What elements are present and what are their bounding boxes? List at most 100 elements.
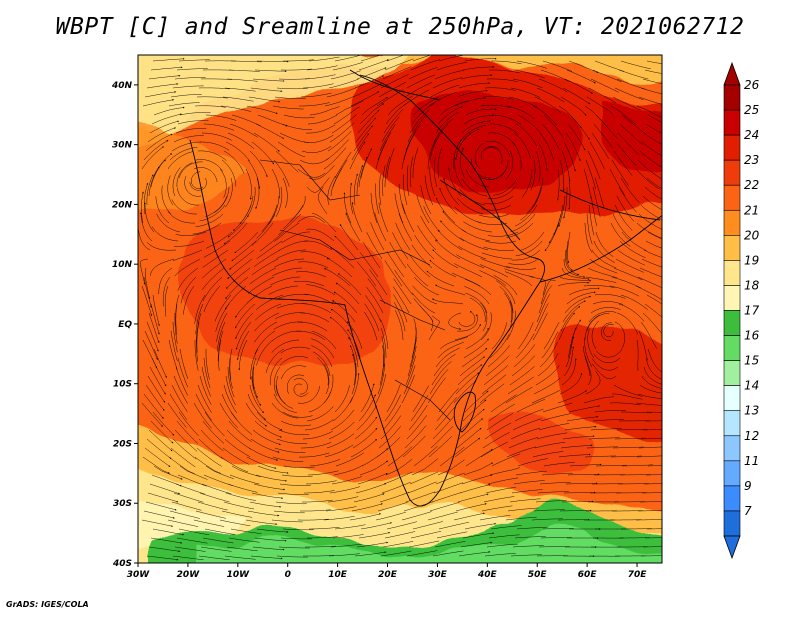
streamline: [334, 151, 352, 179]
streamline: [481, 252, 513, 260]
streamline: [358, 394, 376, 422]
streamline: [454, 206, 482, 224]
streamline: [173, 375, 188, 404]
streamline: [328, 553, 360, 557]
streamline: [306, 65, 338, 71]
streamline: [435, 239, 461, 260]
streamline: [635, 168, 660, 190]
streamline: [177, 357, 189, 388]
streamline: [515, 333, 535, 359]
streamline: [145, 501, 177, 511]
colorbar-swatch: [723, 209, 741, 236]
streamline: [229, 357, 233, 389]
streamline: [354, 416, 378, 440]
streamline: [491, 60, 522, 65]
streamline: [223, 222, 248, 245]
colorbar-label: 24: [744, 128, 759, 142]
streamline: [192, 222, 222, 235]
streamline: [252, 429, 281, 446]
streamline: [458, 551, 491, 557]
streamline: [249, 150, 268, 178]
streamline: [454, 263, 483, 278]
streamline: [543, 322, 560, 350]
streamline: [603, 324, 614, 338]
streamline: [179, 465, 208, 480]
streamline: [231, 114, 261, 127]
streamline: [144, 202, 155, 233]
streamline: [529, 276, 546, 296]
streamline: [172, 85, 204, 89]
streamline: [556, 168, 560, 201]
streamline: [184, 176, 202, 197]
streamline: [538, 78, 568, 92]
streamline: [332, 534, 364, 539]
streamline: [465, 449, 493, 467]
streamline: [588, 311, 617, 323]
streamline: [618, 303, 645, 322]
streamline: [142, 99, 175, 107]
streamline: [255, 474, 288, 482]
streamline: [429, 369, 449, 395]
streamline: [170, 330, 178, 362]
streamline: [540, 279, 556, 305]
streamline: [438, 521, 470, 530]
streamline: [530, 159, 536, 191]
streamline: [491, 453, 521, 467]
streamline: [538, 423, 570, 431]
streamline: [325, 506, 357, 512]
streamline: [448, 312, 462, 330]
streamline: [439, 446, 465, 467]
streamline: [174, 312, 178, 344]
streamline: [595, 114, 617, 138]
streamline: [436, 397, 457, 422]
streamline: [489, 69, 520, 74]
streamline: [153, 465, 183, 480]
streamline: [413, 96, 439, 116]
streamline: [544, 222, 560, 252]
streamline: [176, 162, 193, 188]
streamline: [146, 555, 179, 561]
streamline: [569, 463, 602, 467]
streamline: [563, 491, 596, 494]
streamline: [278, 294, 310, 299]
streamline: [588, 87, 617, 103]
streamline: [638, 96, 662, 105]
streamline: [394, 193, 404, 224]
streamline: [393, 294, 408, 323]
streamline: [195, 213, 224, 227]
streamline: [147, 375, 166, 403]
streamline: [174, 77, 206, 80]
streamline: [303, 555, 334, 557]
streamline: [179, 112, 211, 116]
streamline: [394, 270, 414, 296]
streamline: [510, 213, 536, 233]
streamline: [645, 420, 662, 422]
streamline: [543, 462, 575, 467]
streamline: [307, 470, 339, 476]
streamline: [464, 522, 497, 530]
streamline: [261, 204, 278, 232]
streamline: [196, 312, 202, 344]
streamline: [225, 276, 249, 299]
streamline: [142, 456, 170, 474]
lat-tick-label: EQ: [118, 320, 132, 330]
streamline: [148, 312, 160, 344]
streamline: [481, 374, 507, 395]
lat-tick-label: 40S: [112, 559, 132, 569]
streamline: [595, 464, 627, 467]
streamline: [564, 425, 597, 431]
streamline: [465, 169, 490, 188]
streamline: [507, 376, 534, 395]
streamline: [645, 357, 662, 380]
streamline: [224, 87, 256, 92]
streamline: [560, 96, 587, 116]
streamline: [293, 281, 325, 287]
streamline: [328, 78, 359, 89]
streamline: [487, 186, 516, 199]
lat-tick-label: 20S: [113, 439, 132, 449]
streamline: [485, 240, 517, 244]
lon-tick-label: 20E: [378, 570, 398, 580]
streamline: [409, 109, 430, 134]
streamline: [358, 59, 389, 71]
lon-tick-label: 30W: [127, 570, 151, 580]
